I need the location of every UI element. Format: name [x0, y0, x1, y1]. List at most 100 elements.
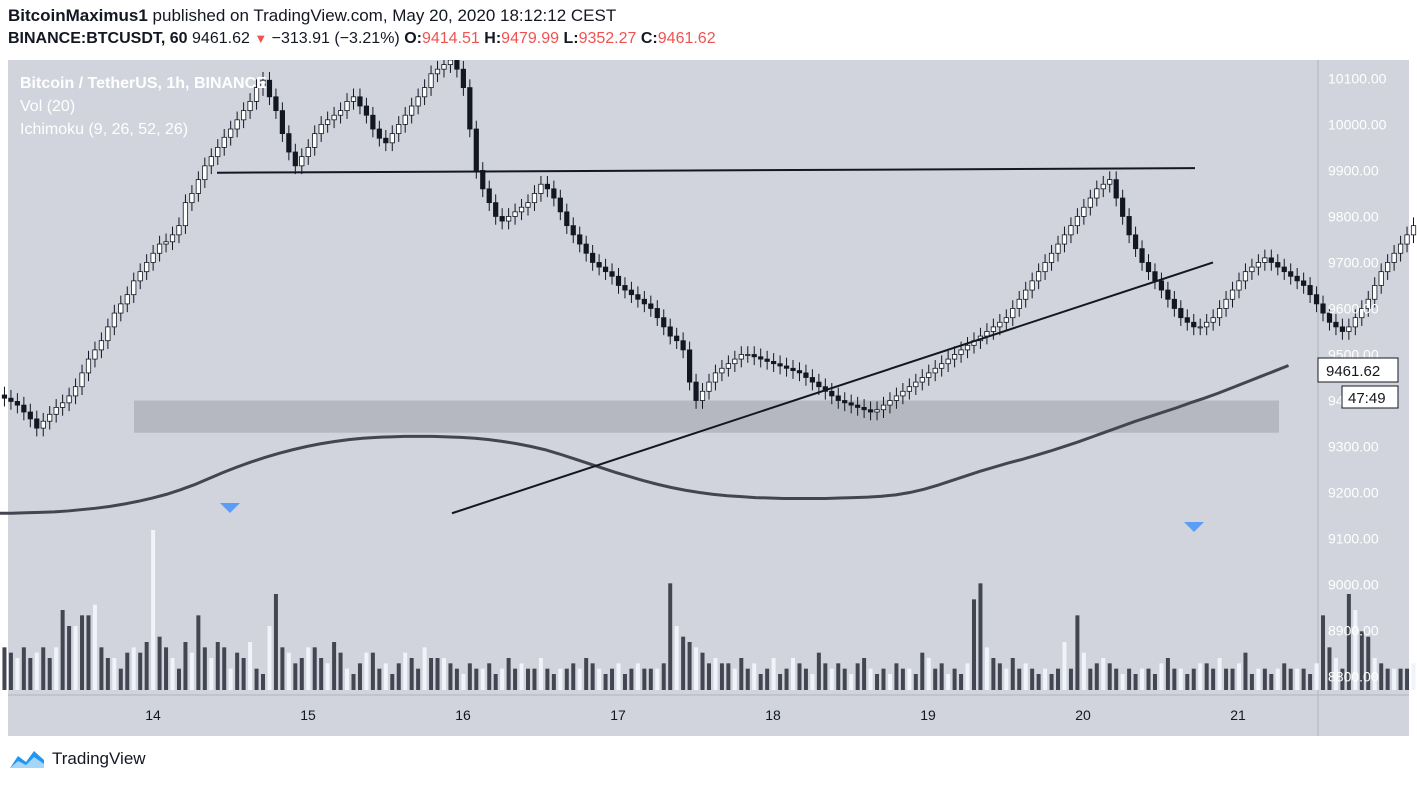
volume-bar — [1114, 668, 1119, 690]
candle-up — [299, 156, 305, 167]
candle-down — [1120, 197, 1126, 217]
candle-down — [1294, 275, 1300, 282]
volume-bar — [719, 663, 724, 690]
candle-down — [279, 110, 285, 135]
volume-bar — [959, 674, 964, 690]
support-zone — [134, 400, 1279, 433]
volume-bar — [332, 642, 337, 690]
volume-bar — [551, 674, 556, 690]
candle-down — [1132, 234, 1139, 250]
volume-bar — [403, 652, 408, 690]
volume-bar — [1185, 674, 1190, 690]
candle-down — [480, 170, 486, 190]
volume-bar — [280, 647, 285, 690]
candle-up — [60, 402, 66, 408]
candle-up — [518, 206, 525, 213]
volume-bar — [1211, 668, 1216, 690]
volume-bar — [1243, 652, 1248, 690]
author[interactable]: BitcoinMaximus1 — [8, 6, 148, 25]
volume-bar — [946, 674, 951, 690]
candle-up — [1255, 262, 1261, 268]
time-tick-label: 14 — [145, 707, 161, 723]
candle-up — [1346, 326, 1352, 332]
low-value: 9352.27 — [578, 30, 637, 47]
brand[interactable]: TradingView — [52, 749, 146, 768]
price-tick-label: 9300.00 — [1328, 439, 1379, 455]
candle-down — [557, 197, 563, 213]
volume-bar — [778, 674, 783, 690]
volume-bar — [791, 658, 796, 690]
volume-bar — [441, 658, 446, 690]
resistance-line — [216, 167, 1196, 174]
volume-bar — [209, 658, 214, 690]
high-value: 9479.99 — [501, 30, 560, 47]
volume-bar — [1392, 668, 1397, 690]
candle-up — [874, 409, 880, 413]
volume-bar — [816, 652, 821, 690]
candle-up — [745, 354, 751, 356]
footer: TradingView — [8, 748, 146, 770]
volume-bar — [907, 668, 912, 690]
volume-bar — [726, 663, 731, 690]
candle-up — [221, 136, 227, 148]
volume-bar — [1088, 668, 1093, 690]
volume-bar — [1288, 668, 1293, 690]
candle-down — [809, 377, 816, 383]
candle-up — [47, 413, 53, 422]
candle-up — [1352, 317, 1358, 328]
candle-up — [958, 349, 964, 355]
volume-bar — [622, 674, 627, 690]
volume-bar — [810, 674, 815, 690]
volume-bar — [713, 658, 718, 690]
volume-bar — [603, 674, 608, 690]
candle-down — [376, 128, 382, 139]
candle-up — [150, 252, 156, 263]
candle-down — [861, 407, 867, 411]
candle-down — [764, 358, 770, 362]
candle-up — [887, 400, 893, 406]
volume-bar — [584, 658, 589, 690]
volume-bar — [571, 663, 576, 690]
candle-up — [1204, 321, 1210, 328]
volume-bar — [1256, 668, 1261, 690]
volume-bar — [235, 652, 240, 690]
volume-bar — [655, 668, 660, 690]
candle-down — [674, 335, 680, 342]
volume-bar — [312, 647, 317, 690]
candle-down — [829, 390, 835, 397]
volume-bar — [422, 647, 427, 690]
candle-up — [318, 124, 324, 135]
candle-down — [370, 114, 376, 130]
candle-up — [1003, 317, 1009, 323]
candle-down — [1184, 317, 1190, 323]
candle-down — [751, 354, 757, 358]
volume-bar — [642, 668, 647, 690]
volume-bar — [60, 610, 65, 690]
volume-bar — [1282, 663, 1287, 690]
candle-up — [441, 64, 447, 70]
volume-bar — [868, 668, 873, 690]
candle-down — [383, 137, 389, 144]
price-chart[interactable]: 10100.00 10000.00 9900.00 9800.00 9700.00 960… — [0, 60, 1417, 736]
volume-bar — [99, 647, 104, 690]
candle-down — [1320, 303, 1326, 314]
candle-down — [473, 128, 479, 171]
tradingview-logo-icon[interactable] — [8, 748, 46, 770]
volume-bar — [745, 668, 750, 690]
volume-bar — [1172, 668, 1177, 690]
price-tick-label: 10100.00 — [1328, 70, 1387, 86]
candle-up — [415, 96, 421, 107]
candle-down — [777, 363, 783, 367]
candle-up — [253, 87, 260, 102]
candle-up — [1036, 271, 1042, 282]
candle-down — [1145, 262, 1152, 273]
volume-bar — [1249, 674, 1254, 690]
candle-up — [396, 124, 402, 135]
volume-bar — [1372, 658, 1377, 690]
published-text: published on TradingView.com, May 20, 20… — [152, 6, 617, 25]
candle-down — [551, 188, 557, 199]
volume-bar — [1062, 642, 1067, 690]
candle-down — [493, 202, 499, 217]
volume-bar — [254, 668, 259, 690]
volume-bar — [1301, 668, 1306, 690]
